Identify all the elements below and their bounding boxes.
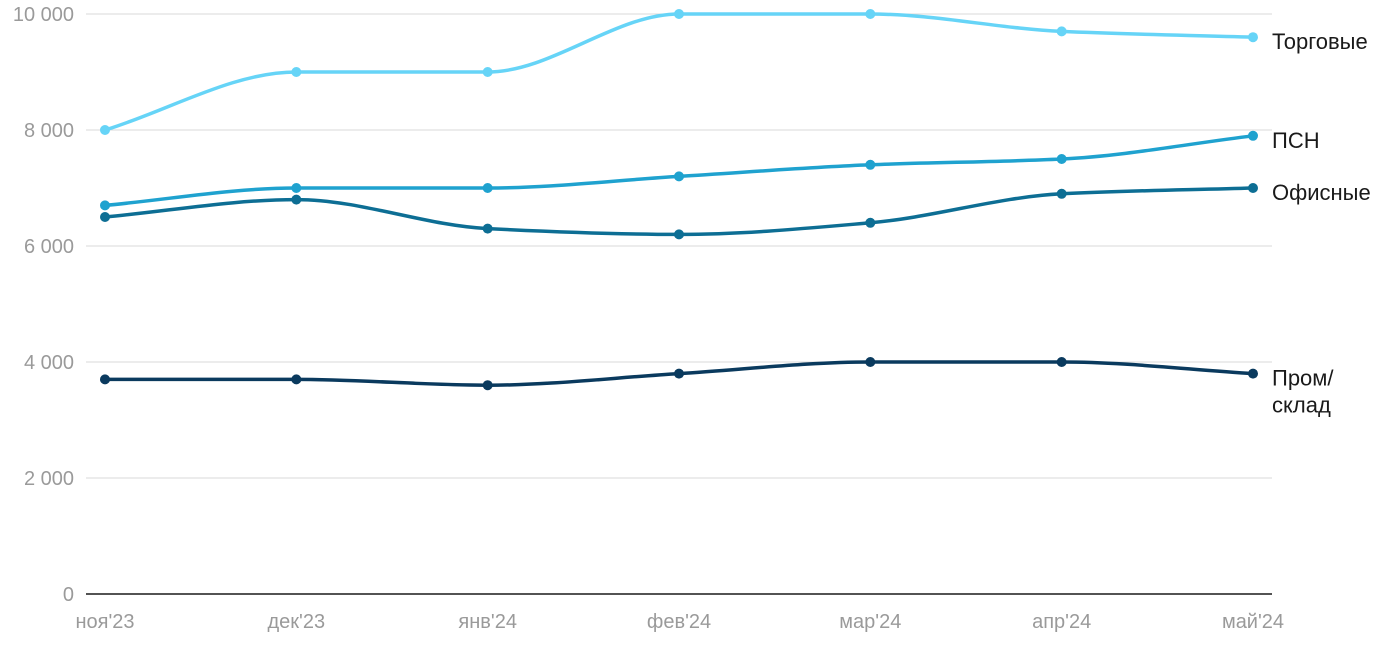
x-tick-label: янв'24 bbox=[458, 611, 517, 633]
series-3-label: Пром/склад bbox=[1272, 366, 1334, 418]
series-2-point bbox=[1056, 188, 1067, 199]
series-0-label: Торговые bbox=[1272, 29, 1368, 54]
series-2-label: Офисные bbox=[1272, 180, 1371, 205]
series-1-label: ПСН bbox=[1272, 128, 1320, 153]
series-3-point bbox=[674, 368, 684, 379]
series-1-point bbox=[1248, 130, 1258, 141]
y-tick-label: 4 000 bbox=[24, 352, 74, 374]
series-3-point bbox=[482, 380, 493, 391]
x-tick-label: ноя'23 bbox=[75, 611, 134, 633]
series-0-point bbox=[291, 67, 302, 77]
series-2-point bbox=[1248, 183, 1258, 193]
series-2-point bbox=[100, 212, 110, 222]
series-1-point bbox=[482, 183, 493, 193]
series-0-point bbox=[865, 9, 876, 19]
x-tick-label: дек'23 bbox=[268, 611, 326, 633]
series-2-line bbox=[103, 186, 1255, 237]
x-axis-ticks: ноя'23 дек'23 янв'24 фев'24 мар'24 апр'24 май'… bbox=[75, 611, 1284, 633]
series-1-line bbox=[103, 134, 1255, 208]
series-2-point bbox=[482, 223, 493, 234]
series-0-point bbox=[100, 125, 110, 135]
series-2-point bbox=[865, 217, 876, 228]
x-tick-label: апр'24 bbox=[1032, 611, 1091, 633]
series-0-point bbox=[482, 67, 493, 77]
series-3-point bbox=[100, 374, 110, 385]
y-axis-ticks: 0 2 000 4 000 6 000 8 000 10 000 bbox=[13, 4, 74, 606]
x-tick-label: мар'24 bbox=[839, 611, 901, 633]
y-tick-label: 8 000 bbox=[24, 120, 74, 142]
series-2-point bbox=[291, 194, 302, 205]
series-3-point bbox=[1056, 357, 1067, 367]
series-3-point bbox=[291, 374, 302, 385]
series-3-point bbox=[865, 357, 876, 367]
series-0-point bbox=[1056, 26, 1067, 37]
series-1-point bbox=[1056, 154, 1067, 164]
series-0-point bbox=[674, 9, 684, 19]
grid bbox=[86, 13, 1272, 595]
series-group bbox=[100, 9, 1258, 391]
series-0-line bbox=[103, 12, 1255, 132]
series-1-point bbox=[674, 171, 684, 182]
series-1-point bbox=[865, 159, 876, 170]
series-3-point bbox=[1248, 368, 1258, 379]
x-tick-label: май'24 bbox=[1222, 611, 1284, 633]
series-2-point bbox=[674, 229, 684, 240]
y-tick-label: 10 000 bbox=[13, 4, 74, 26]
series-1-point bbox=[291, 183, 302, 193]
y-tick-label: 0 bbox=[63, 584, 74, 606]
y-tick-label: 2 000 bbox=[24, 468, 74, 490]
series-labels: Торговые ПСН Офисные Пром/склад bbox=[1272, 29, 1371, 417]
x-tick-label: фев'24 bbox=[647, 611, 711, 633]
y-tick-label: 6 000 bbox=[24, 236, 74, 258]
series-1-point bbox=[100, 200, 110, 211]
series-0-point bbox=[1248, 32, 1258, 43]
